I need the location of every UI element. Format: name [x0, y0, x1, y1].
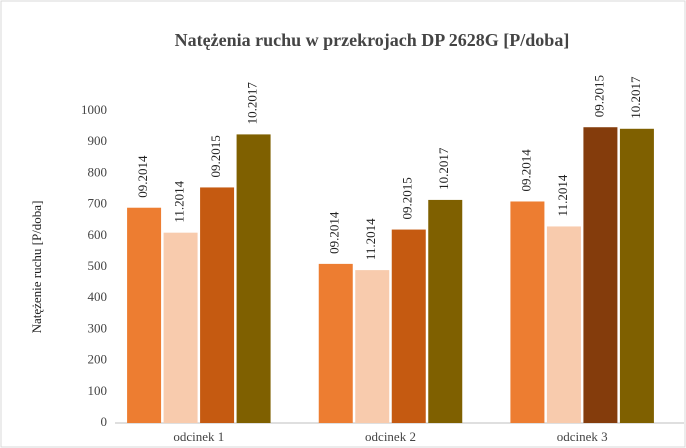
bar — [163, 232, 198, 423]
y-tick-label: 700 — [88, 196, 108, 211]
data-label: 11.2014 — [363, 218, 378, 260]
bar — [391, 229, 426, 423]
y-tick-label: 800 — [88, 164, 108, 179]
bar — [583, 127, 618, 423]
bar — [236, 134, 271, 423]
data-label: 09.2014 — [135, 155, 150, 198]
data-label: 09.2014 — [327, 211, 342, 254]
bar — [546, 226, 581, 423]
bar — [510, 201, 545, 423]
bar — [318, 263, 353, 423]
y-tick-label: 500 — [88, 258, 108, 273]
data-label: 09.2015 — [591, 75, 606, 117]
data-label: 11.2014 — [555, 174, 570, 216]
y-tick-label: 900 — [88, 133, 108, 148]
data-label: 10.2017 — [245, 82, 260, 125]
y-tick-label: 100 — [88, 383, 108, 398]
bar — [127, 207, 162, 423]
y-tick-label: 1000 — [81, 102, 107, 117]
data-label: 09.2014 — [518, 149, 533, 192]
chart-title: Natężenia ruchu w przekrojach DP 2628G [… — [175, 30, 570, 50]
data-label: 11.2014 — [172, 180, 187, 222]
bar — [619, 128, 654, 423]
data-label: 10.2017 — [628, 76, 643, 119]
y-tick-label: 0 — [101, 414, 108, 429]
y-axis-label: Natężenie ruchu [P/doba] — [29, 201, 44, 334]
data-label: 09.2015 — [208, 135, 223, 177]
x-tick-label: odcinek 3 — [557, 429, 608, 444]
y-tick-label: 400 — [88, 289, 108, 304]
x-tick-label: odcinek 1 — [173, 429, 224, 444]
y-tick-label: 600 — [88, 227, 108, 242]
bar — [355, 270, 390, 423]
y-tick-label: 200 — [88, 352, 108, 367]
data-label: 10.2017 — [436, 147, 451, 190]
data-label: 09.2015 — [400, 177, 415, 219]
x-tick-label: odcinek 2 — [365, 429, 416, 444]
y-tick-label: 300 — [88, 320, 108, 335]
bar — [428, 199, 463, 423]
bar — [200, 187, 235, 423]
